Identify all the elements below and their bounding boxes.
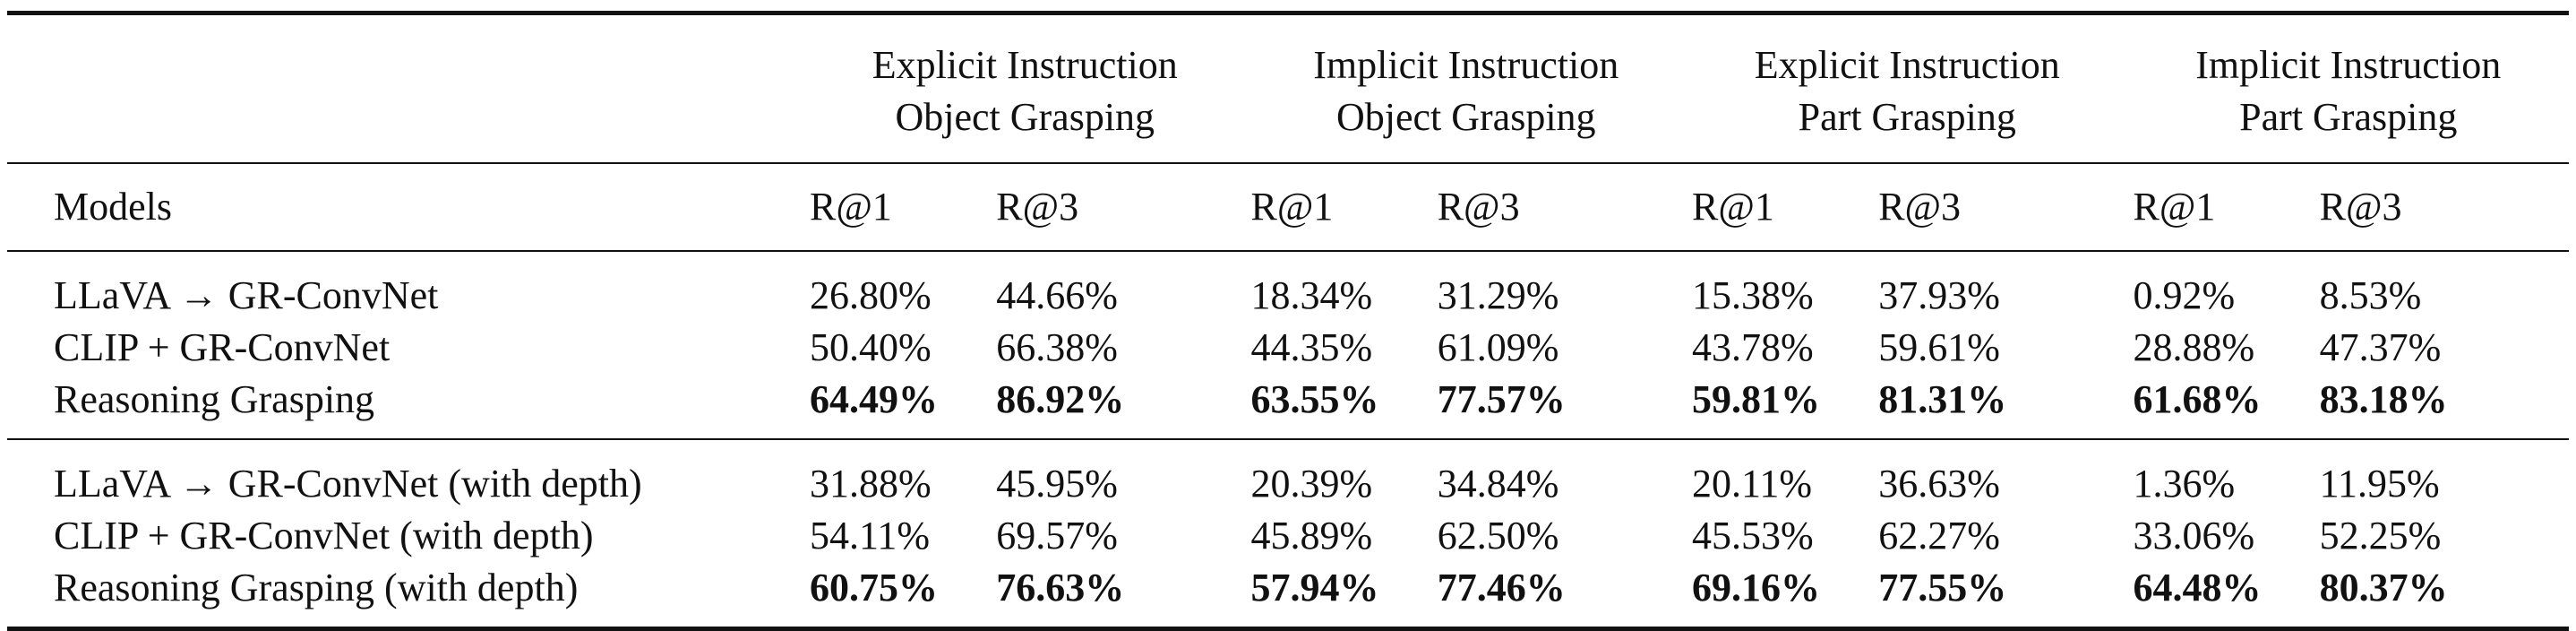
value-cell: 66.38% [996, 325, 1118, 369]
group-header-explicit-part: Explicit Instruction Part Grasping [1687, 13, 2127, 164]
value-cell: 36.63% [1878, 462, 2000, 506]
group-header-line1: Implicit Instruction [2195, 43, 2502, 87]
group-header-line1: Explicit Instruction [1754, 43, 2060, 87]
model-name: LLaVA → GR-ConvNet [54, 273, 439, 317]
model-name: Reasoning Grasping [54, 377, 375, 421]
value-cell: 45.95% [996, 462, 1118, 506]
table-row: Reasoning Grasping 64.49% 86.92% 63.55% … [7, 374, 2569, 439]
value-cell: 33.06% [2133, 514, 2255, 558]
best-value-cell: 83.18% [2319, 377, 2448, 421]
best-value-cell: 63.55% [1250, 377, 1379, 421]
value-cell: 69.57% [996, 514, 1118, 558]
value-cell: 59.61% [1878, 325, 2000, 369]
value-cell: 44.35% [1250, 325, 1373, 369]
group-header-line1: Implicit Instruction [1313, 43, 1619, 87]
group-header-line2: Part Grasping [2239, 95, 2458, 139]
value-cell: 15.38% [1692, 273, 1814, 317]
value-cell: 18.34% [1250, 273, 1373, 317]
best-value-cell: 69.16% [1692, 566, 1820, 609]
model-name: CLIP + GR-ConvNet [54, 325, 391, 369]
value-cell: 31.88% [810, 462, 932, 506]
metric-header: R@3 [1437, 185, 1520, 229]
model-name: CLIP + GR-ConvNet (with depth) [54, 514, 594, 558]
best-value-cell: 64.49% [810, 377, 939, 421]
value-cell: 44.66% [996, 273, 1118, 317]
best-value-cell: 60.75% [810, 566, 939, 609]
model-name: LLaVA → GR-ConvNet (with depth) [54, 462, 642, 506]
value-cell: 8.53% [2319, 273, 2422, 317]
best-value-cell: 61.68% [2133, 377, 2262, 421]
best-value-cell: 76.63% [996, 566, 1125, 609]
value-cell: 11.95% [2319, 462, 2440, 506]
best-value-cell: 77.46% [1437, 566, 1566, 609]
metric-header: R@3 [2319, 185, 2402, 229]
best-value-cell: 64.48% [2133, 566, 2262, 609]
value-cell: 43.78% [1692, 325, 1814, 369]
best-value-cell: 77.57% [1437, 377, 1566, 421]
group-header-line2: Object Grasping [1335, 95, 1596, 139]
group-header-explicit-object: Explicit Instruction Object Grasping [804, 13, 1245, 164]
table-row: LLaVA → GR-ConvNet (with depth) 31.88% 4… [7, 439, 2569, 510]
value-cell: 20.11% [1692, 462, 1813, 506]
best-value-cell: 57.94% [1250, 566, 1379, 609]
group-header-implicit-object: Implicit Instruction Object Grasping [1246, 13, 1687, 164]
metric-header: R@1 [810, 185, 892, 229]
best-value-cell: 80.37% [2319, 566, 2448, 609]
group-header-line2: Object Grasping [895, 95, 1155, 139]
best-value-cell: 77.55% [1878, 566, 2007, 609]
table-row: CLIP + GR-ConvNet 50.40% 66.38% 44.35% 6… [7, 322, 2569, 374]
value-cell: 0.92% [2133, 273, 2236, 317]
value-cell: 52.25% [2319, 514, 2442, 558]
value-cell: 62.27% [1878, 514, 2000, 558]
best-value-cell: 86.92% [996, 377, 1125, 421]
results-table: Explicit Instruction Object Grasping Impl… [7, 11, 2569, 631]
table-row: Reasoning Grasping (with depth) 60.75% 7… [7, 562, 2569, 629]
model-name: Reasoning Grasping (with depth) [54, 566, 579, 609]
value-cell: 61.09% [1437, 325, 1559, 369]
value-cell: 26.80% [810, 273, 932, 317]
value-cell: 28.88% [2133, 325, 2255, 369]
metric-header: R@3 [1878, 185, 1962, 229]
metric-header-row: Models R@1 R@3 R@1 R@3 R@1 R@3 R@1 R@3 [7, 163, 2569, 251]
group-header-implicit-part: Implicit Instruction Part Grasping [2127, 13, 2569, 164]
value-cell: 37.93% [1878, 273, 2000, 317]
value-cell: 47.37% [2319, 325, 2442, 369]
value-cell: 45.89% [1250, 514, 1373, 558]
group-header-row: Explicit Instruction Object Grasping Impl… [7, 13, 2569, 164]
best-value-cell: 81.31% [1878, 377, 2007, 421]
group-header-line1: Explicit Instruction [872, 43, 1178, 87]
table-row: LLaVA → GR-ConvNet 26.80% 44.66% 18.34% … [7, 251, 2569, 322]
value-cell: 45.53% [1692, 514, 1814, 558]
value-cell: 1.36% [2133, 462, 2236, 506]
value-cell: 31.29% [1437, 273, 1559, 317]
value-cell: 54.11% [810, 514, 931, 558]
table-row: CLIP + GR-ConvNet (with depth) 54.11% 69… [7, 510, 2569, 562]
value-cell: 34.84% [1437, 462, 1559, 506]
metric-header: R@1 [2133, 185, 2216, 229]
metric-header: R@1 [1692, 185, 1774, 229]
value-cell: 62.50% [1437, 514, 1559, 558]
best-value-cell: 59.81% [1692, 377, 1820, 421]
value-cell: 20.39% [1250, 462, 1373, 506]
metric-header: R@1 [1250, 185, 1334, 229]
empty-corner-cell [7, 13, 804, 164]
value-cell: 50.40% [810, 325, 932, 369]
group-header-line2: Part Grasping [1798, 95, 2016, 139]
models-column-header: Models [54, 185, 172, 229]
metric-header: R@3 [996, 185, 1079, 229]
